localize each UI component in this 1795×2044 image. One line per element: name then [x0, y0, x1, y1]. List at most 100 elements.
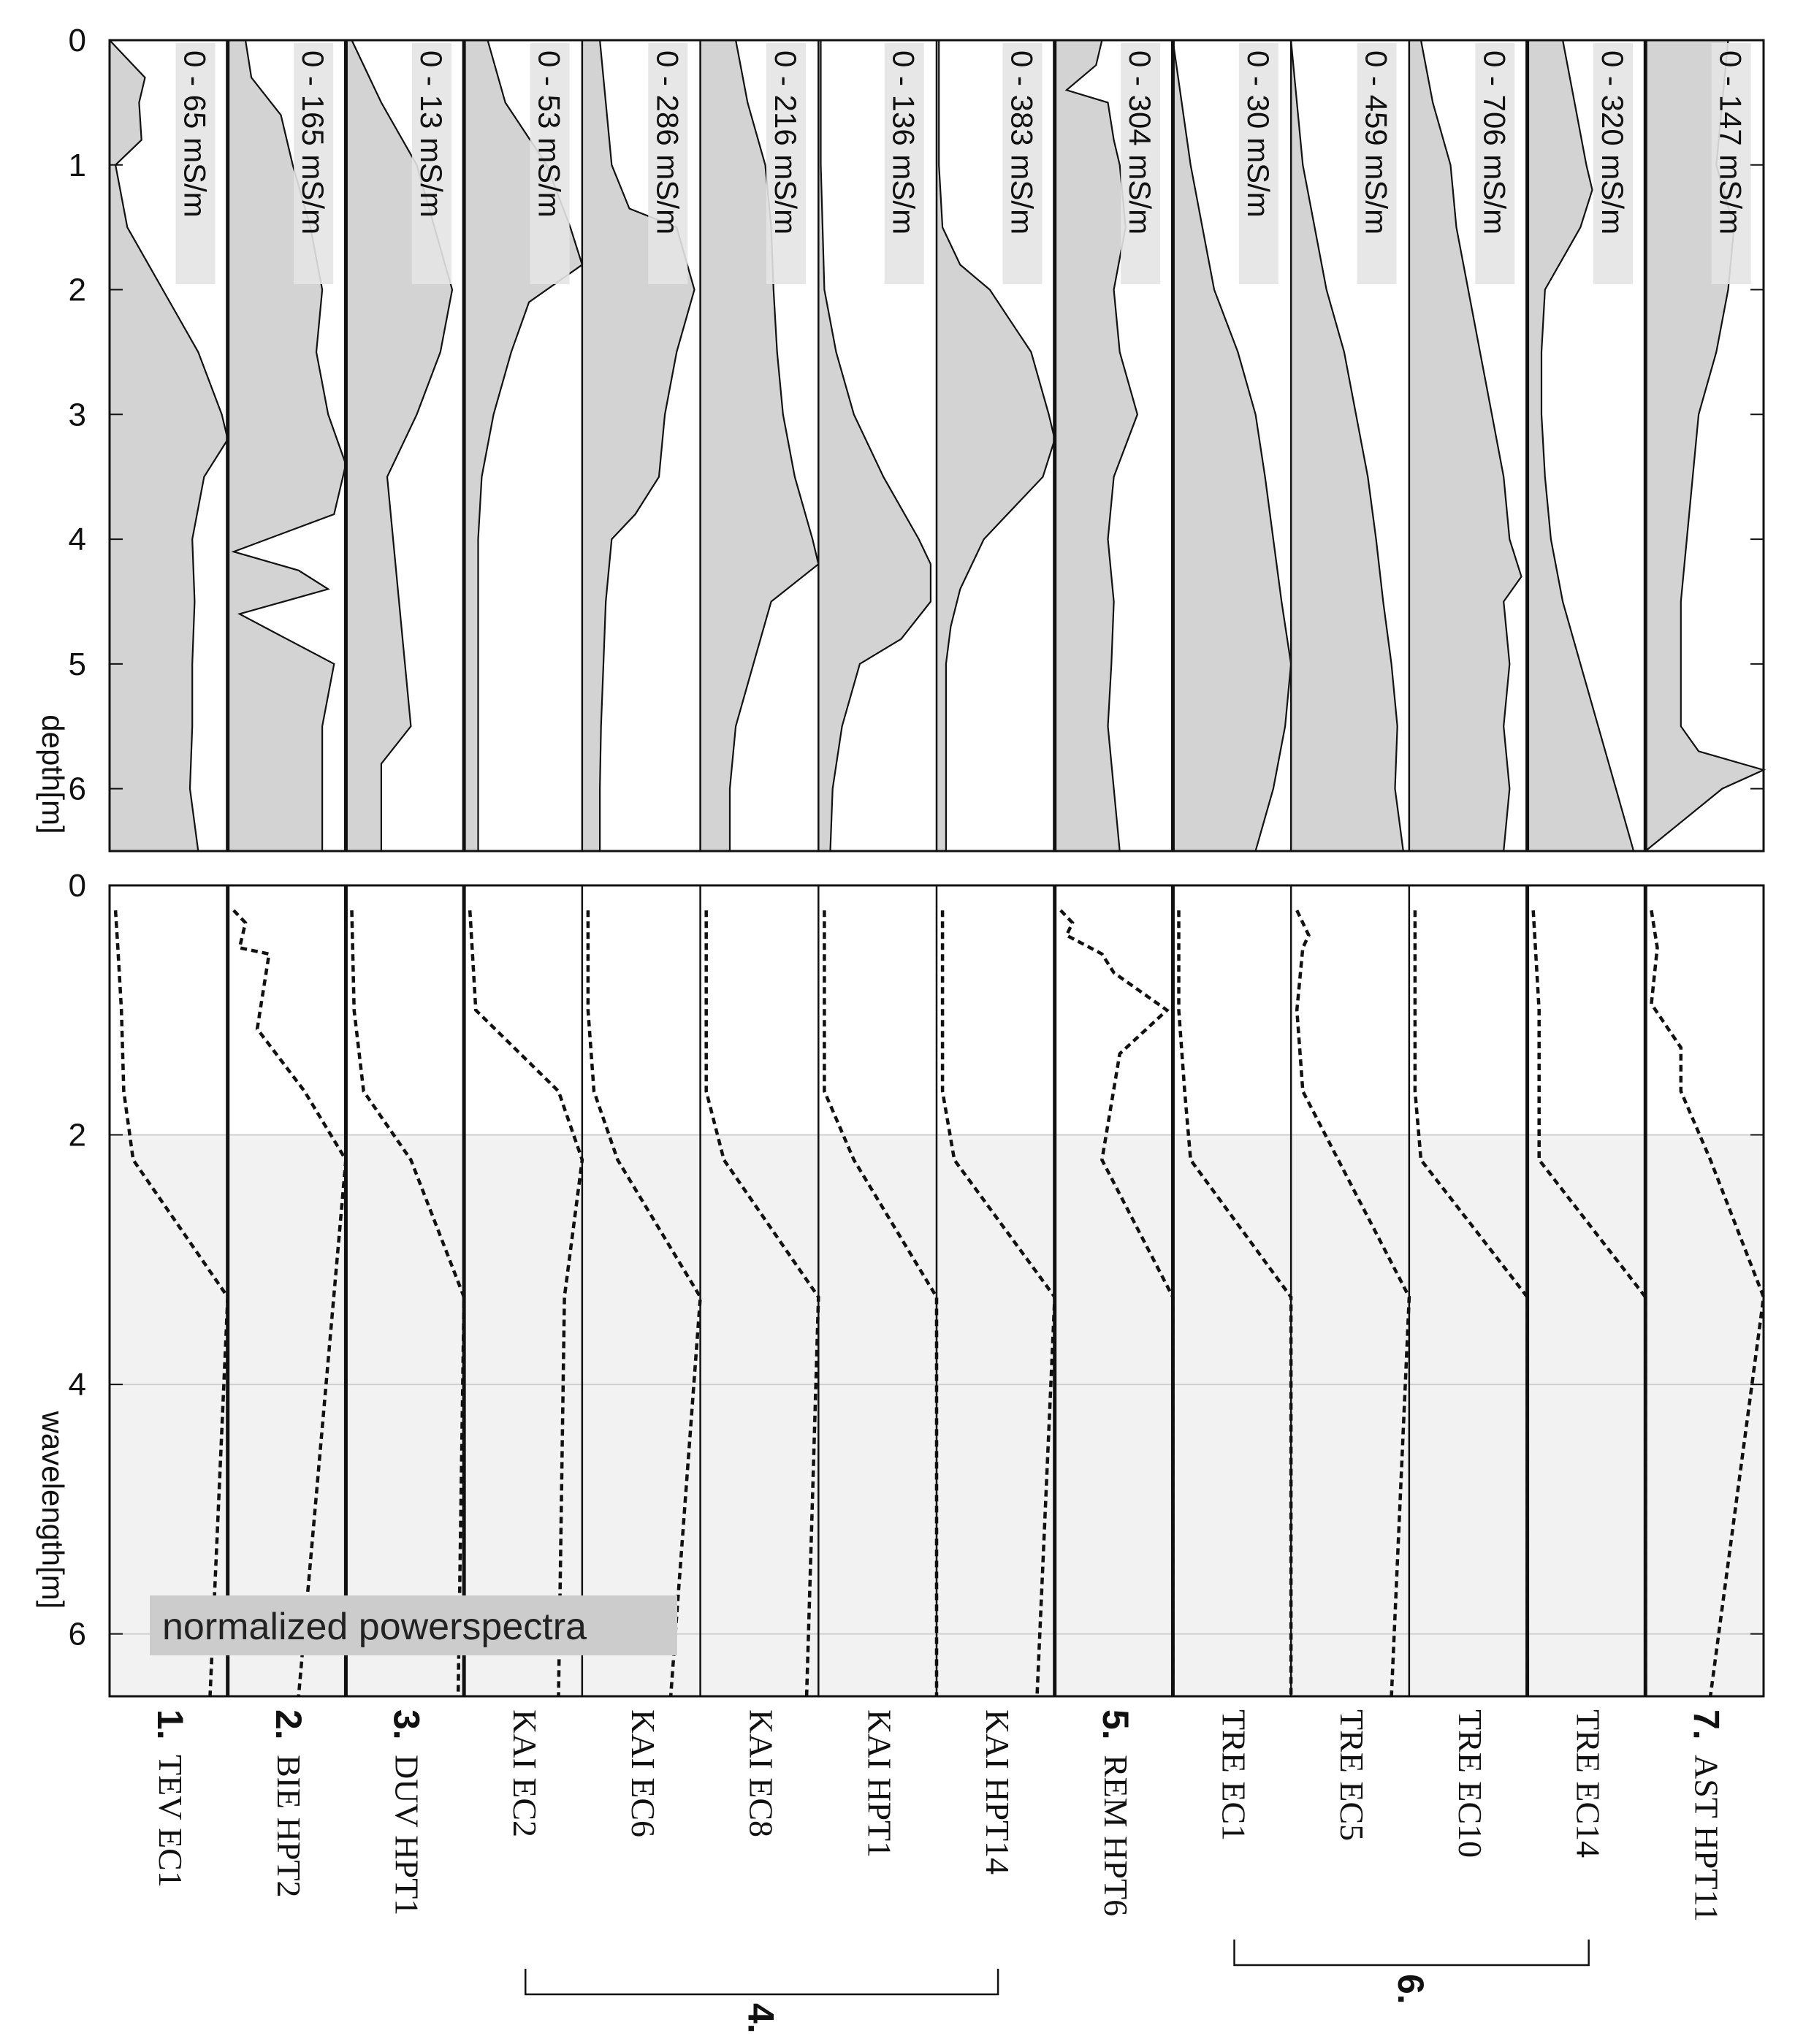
y-tick-label: 5	[69, 647, 86, 682]
range-label-box	[294, 43, 334, 284]
range-label: 0 - 147 mS/m	[1714, 50, 1748, 234]
site-name: KAI HPT14	[979, 1709, 1016, 1875]
conductivity-profiles-chart: 0 - 65 mS/m 0 - 165 mS/m 0 - 13 mS/m 0 - 53…	[36, 23, 1767, 853]
range-label-box	[411, 43, 451, 284]
profile-line	[938, 40, 1056, 851]
site-name: DUV HPT1	[389, 1755, 426, 1915]
spectrum-line-kai-ec6	[586, 910, 702, 1697]
site-name: TRE EC5	[1333, 1709, 1371, 1841]
profile-line	[599, 39, 695, 851]
profile-area	[1054, 40, 1137, 851]
range-label: 0 - 136 mS/m	[887, 50, 921, 234]
profile-line	[1419, 39, 1522, 852]
profile-line	[109, 39, 229, 852]
range-label-box	[1711, 43, 1751, 284]
spectrum-line-tre-ec10	[1413, 910, 1529, 1696]
profile-tre-ec10: 0 - 706 mS/m	[1409, 39, 1522, 852]
profile-kai-hpt14: 0 - 383 mS/m	[937, 40, 1056, 851]
range-label-box	[175, 43, 216, 284]
range-label: 0 - 216 mS/m	[769, 50, 803, 234]
y-axis-title: depth[m]	[36, 714, 70, 834]
profile-area	[700, 40, 819, 851]
profile-bie-hpt2: 0 - 165 mS/m	[227, 39, 347, 851]
range-label-box	[1121, 43, 1161, 284]
site-number: 3.	[386, 1709, 427, 1740]
group-bracket-4: 4.	[524, 1969, 999, 2034]
spectrum-line-rem-hpt6	[1059, 909, 1175, 1696]
site-name: TRE EC1	[1216, 1709, 1253, 1841]
profile-area	[1527, 40, 1634, 851]
profile-tre-ec1: 0 - 30 mS/m	[1172, 39, 1292, 852]
range-label-box	[884, 43, 924, 284]
profile-ast-hpt11: 0 - 147 mS/m	[1645, 39, 1767, 852]
range-label: 0 - 706 mS/m	[1477, 50, 1512, 234]
site-name: AST HPT11	[1688, 1755, 1725, 1922]
profile-area	[1409, 40, 1522, 851]
spectrum-line-kai-hpt14	[940, 910, 1056, 1697]
group-bracket-6: 6.	[1233, 1940, 1590, 2005]
range-label-box	[1357, 43, 1397, 284]
y-tick-label: 1	[69, 148, 86, 183]
site-label-kai-hpt14: KAI HPT14	[979, 1709, 1016, 1875]
profile-line	[231, 39, 347, 851]
profile-tev-ec1: 0 - 65 mS/m	[109, 39, 229, 852]
bracket-line	[1233, 1940, 1590, 1967]
site-name: KAI EC2	[506, 1709, 544, 1837]
spectrum-line-kai-ec8	[704, 910, 820, 1697]
range-label: 0 - 65 mS/m	[178, 50, 212, 218]
site-label-kai-ec6: KAI EC6	[625, 1709, 662, 1837]
site-label-tre-ec10: TRE EC10	[1452, 1709, 1489, 1858]
plot-frame	[108, 39, 1765, 853]
profile-kai-ec2: 0 - 53 mS/m	[464, 39, 584, 851]
site-label-duv-hpt1: 3. DUV HPT1	[386, 1709, 427, 1915]
site-label-kai-ec8: KAI EC8	[743, 1709, 780, 1837]
site-label-kai-hpt1: KAI HPT1	[861, 1709, 898, 1858]
range-label: 0 - 383 mS/m	[1005, 50, 1039, 234]
y-tick-label: 0	[69, 868, 86, 904]
y-tick-label: 6	[69, 1617, 86, 1652]
site-name: TEV EC1	[152, 1755, 189, 1888]
profile-line	[1172, 39, 1292, 852]
site-number: 2.	[268, 1709, 309, 1740]
y-tick-label: 4	[69, 1367, 86, 1403]
profile-kai-ec6: 0 - 286 mS/m	[582, 39, 695, 851]
site-label-tre-ec5: TRE EC5	[1333, 1709, 1371, 1841]
annotation-label: normalized powerspectra	[162, 1606, 587, 1648]
y-tick-label: 4	[69, 522, 86, 557]
site-label-ast-hpt11: 7. AST HPT11	[1685, 1709, 1726, 1922]
profile-area	[110, 40, 228, 851]
profile-line	[1540, 39, 1635, 852]
site-label-tre-ec1: TRE EC1	[1216, 1709, 1253, 1841]
site-label-tre-ec14: TRE EC14	[1570, 1709, 1607, 1858]
powerspectra-chart: 0 2 4 6 wavelength[m] normalized powerspectra	[36, 868, 1766, 1698]
range-label-box	[1593, 43, 1634, 284]
site-label-rem-hpt6: 5. REM HPT6	[1095, 1709, 1136, 1916]
range-label-box	[1475, 43, 1515, 284]
site-label-kai-ec2: KAI EC2	[506, 1709, 544, 1837]
site-name: TRE EC14	[1570, 1709, 1607, 1858]
group-label: 6.	[1390, 1974, 1431, 2005]
range-label: 0 - 165 mS/m	[296, 50, 330, 234]
spectrum-line-kai-ec2	[468, 910, 584, 1697]
profile-duv-hpt1: 0 - 13 mS/m	[346, 39, 454, 851]
profile-area	[937, 40, 1055, 851]
profile-line	[1290, 39, 1404, 852]
spectrum-line-tre-ec5	[1295, 909, 1411, 1697]
y-tick-label: 6	[69, 771, 86, 807]
spectrum-line-ast-hpt11	[1650, 909, 1766, 1697]
site-name: KAI HPT1	[861, 1709, 898, 1858]
site-number: 5.	[1095, 1709, 1136, 1740]
site-name: KAI EC6	[625, 1709, 662, 1837]
y-tick-label: 2	[69, 272, 86, 308]
range-label: 0 - 30 mS/m	[1241, 50, 1276, 218]
spectrum-line-bie-hpt2	[232, 909, 348, 1697]
range-label: 0 - 286 mS/m	[650, 50, 685, 234]
site-number: 1.	[150, 1709, 191, 1740]
profile-line	[820, 40, 931, 852]
group-label: 4.	[741, 2003, 782, 2034]
annotation-box	[150, 1595, 677, 1655]
y-tick-label: 2	[69, 1118, 86, 1153]
range-label: 0 - 13 mS/m	[414, 50, 449, 218]
profile-tre-ec5: 0 - 459 mS/m	[1290, 39, 1404, 852]
